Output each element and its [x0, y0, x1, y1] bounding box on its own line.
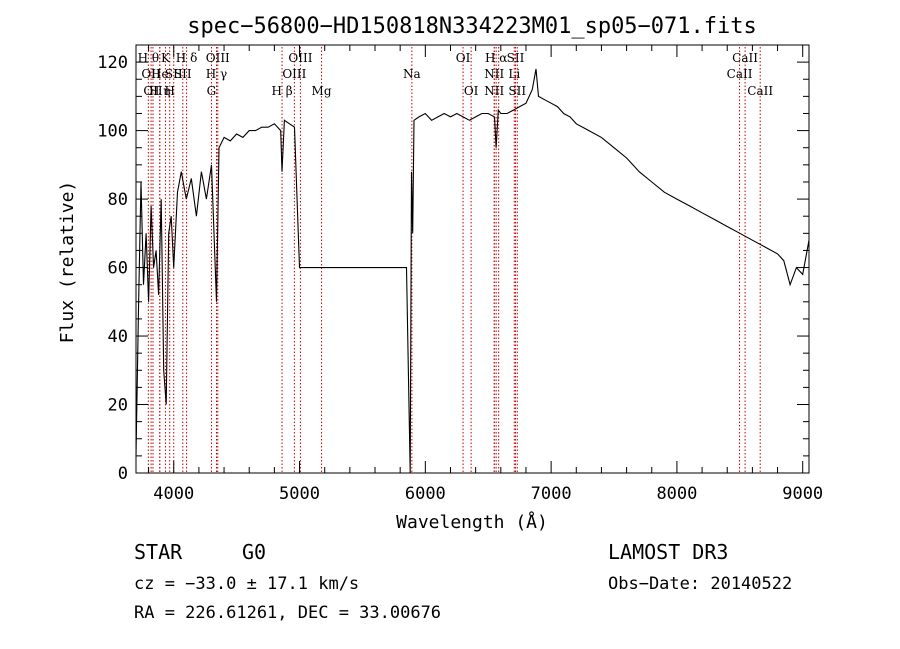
- line-label: H δ: [176, 51, 198, 65]
- y-tick-label: 100: [97, 122, 128, 142]
- redshift-cz: cz = −33.0 ± 17.1 km/s: [134, 574, 360, 594]
- x-tick-label: 7000: [531, 484, 572, 504]
- y-tick-label: 80: [108, 190, 128, 210]
- plot-frame: [135, 44, 810, 474]
- spectrum-line: [135, 68, 810, 474]
- emission-line-markers: [147, 47, 761, 473]
- line-label: Na: [403, 67, 421, 81]
- x-tick-label: 5000: [279, 484, 320, 504]
- chart-title: spec−56800−HD150818N334223M01_sp05−071.f…: [187, 14, 757, 39]
- line-label: OII: [141, 67, 161, 81]
- object-class: STAR: [134, 540, 183, 564]
- y-tick-label: 0: [118, 464, 128, 484]
- line-label: OI: [464, 84, 479, 98]
- line-label: SII: [508, 84, 526, 98]
- observation-date: Obs−Date: 20140522: [608, 574, 793, 594]
- x-tick-label: 9000: [782, 484, 823, 504]
- y-tick-label: 40: [108, 327, 128, 347]
- y-axis-label: Flux (relative): [57, 181, 78, 344]
- line-label: CaII: [747, 84, 773, 98]
- line-label: OIII: [288, 51, 312, 65]
- x-axis-label: Wavelength (Å): [396, 511, 548, 533]
- line-label: K: [161, 51, 171, 65]
- line-label: H γ: [206, 67, 227, 81]
- axes: 4000 5000 6000 7000 8000 9000 0 20 40 60 80 100 120: [97, 44, 823, 504]
- line-label: OIII: [282, 67, 306, 81]
- line-label: H β: [271, 84, 292, 98]
- line-label: H η: [149, 84, 170, 98]
- x-tick-label: 4000: [153, 484, 194, 504]
- x-tick-label: 6000: [405, 484, 446, 504]
- line-label: NII: [484, 84, 504, 98]
- line-label: H θ: [138, 51, 160, 65]
- y-tick-label: 20: [108, 396, 128, 416]
- y-tick-label: 120: [97, 53, 128, 73]
- survey-name: LAMOST DR3: [608, 540, 729, 564]
- line-label: Li: [508, 67, 520, 81]
- spectrum-series: [135, 68, 810, 474]
- line-label: Mg: [312, 84, 332, 98]
- line-label: G: [207, 84, 217, 98]
- x-tick-label: 8000: [656, 484, 697, 504]
- line-label: He: [151, 67, 169, 81]
- object-subclass: G0: [242, 540, 267, 564]
- line-label: SII: [507, 51, 525, 65]
- line-label: H: [164, 84, 174, 98]
- line-label: OIII: [206, 51, 230, 65]
- line-label: SII: [165, 67, 183, 81]
- line-label: OII: [143, 84, 163, 98]
- y-tick-label: 60: [108, 259, 128, 279]
- ra-dec: RA = 226.61261, DEC = 33.00676: [134, 603, 442, 623]
- line-label: SII: [174, 67, 192, 81]
- line-label: H α: [485, 51, 507, 65]
- line-label: NII: [484, 67, 504, 81]
- line-label: OI: [456, 51, 471, 65]
- line-label: CaII: [732, 51, 758, 65]
- line-label: CaII: [727, 67, 753, 81]
